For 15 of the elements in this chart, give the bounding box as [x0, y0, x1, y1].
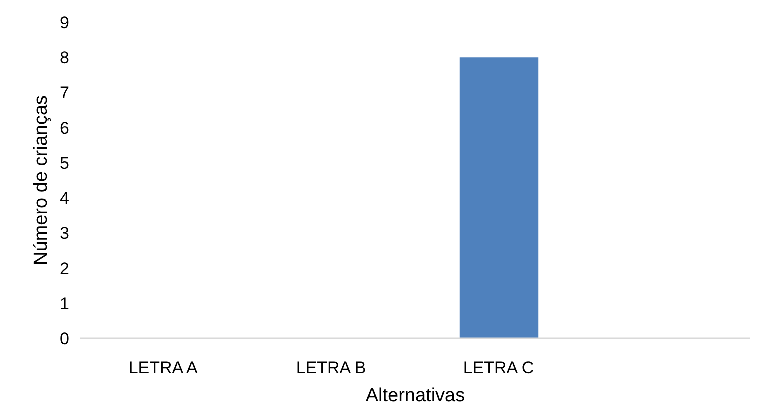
y-axis-title: Número de crianças: [31, 95, 52, 266]
y-tick-label: 2: [60, 259, 70, 278]
x-tick-label: LETRA C: [463, 358, 534, 378]
y-tick-label: 7: [60, 84, 70, 103]
y-tick-label: 6: [60, 118, 70, 138]
y-tick-label: 5: [60, 154, 70, 173]
x-tick-label: LETRA A: [128, 358, 198, 378]
y-tick-label: 0: [60, 330, 70, 348]
y-tick-label: 9: [60, 14, 70, 32]
x-axis-title: Alternativas: [366, 386, 466, 406]
y-tick-label: 3: [60, 224, 70, 244]
y-tick-label: 8: [60, 48, 70, 68]
x-tick-label: LETRA B: [296, 358, 366, 378]
y-tick-label: 4: [60, 189, 70, 208]
y-tick-label: 1: [60, 294, 70, 314]
